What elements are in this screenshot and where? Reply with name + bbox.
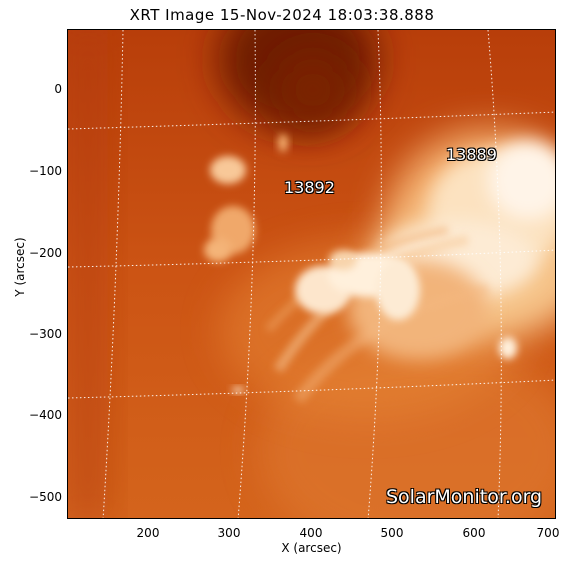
region-label-13892: 13892 bbox=[284, 178, 335, 197]
y-tick-label: −300 bbox=[29, 327, 62, 341]
x-axis-label: X (arcsec) bbox=[281, 541, 342, 555]
xrt-image-canvas bbox=[68, 30, 555, 518]
y-tick-label: −200 bbox=[29, 246, 62, 260]
x-tick-label: 400 bbox=[299, 526, 323, 540]
y-tick-label: −400 bbox=[29, 408, 62, 422]
x-tick-label: 300 bbox=[217, 526, 241, 540]
y-tick-label: −500 bbox=[29, 490, 62, 504]
image-title: XRT Image 15-Nov-2024 18:03:38.888 bbox=[129, 6, 435, 24]
solarmonitor-watermark: SolarMonitor.org bbox=[386, 486, 543, 508]
x-tick-label: 700 bbox=[536, 526, 560, 540]
y-tick-label: 0 bbox=[54, 82, 62, 96]
x-tick-label: 200 bbox=[136, 526, 160, 540]
heliographic-grid bbox=[68, 30, 555, 518]
x-tick-label: 600 bbox=[462, 526, 486, 540]
y-axis-label: Y (arcsec) bbox=[13, 237, 27, 297]
x-tick-label: 500 bbox=[380, 526, 404, 540]
y-tick-label: −100 bbox=[29, 164, 62, 178]
region-label-13889: 13889 bbox=[446, 145, 497, 164]
solar-image-plot bbox=[67, 29, 556, 519]
